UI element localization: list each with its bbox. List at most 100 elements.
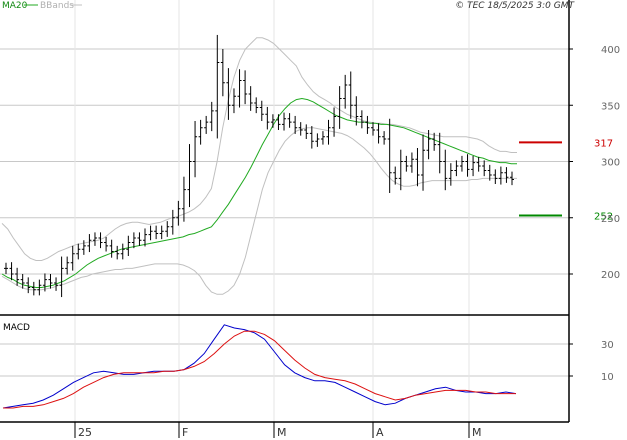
price-bar xyxy=(70,245,75,271)
level-label-252: 252 xyxy=(594,212,613,223)
price-tick-label-400: 400 xyxy=(601,45,620,56)
price-bar xyxy=(493,169,498,184)
price-bar xyxy=(42,273,47,292)
price-bar xyxy=(120,243,125,260)
price-bar xyxy=(376,123,381,144)
price-bar xyxy=(65,256,70,275)
price-bar xyxy=(365,115,370,134)
bband-lower xyxy=(1,127,517,295)
price-bar xyxy=(137,232,142,246)
price-bar xyxy=(471,155,476,177)
price-bar xyxy=(92,232,97,246)
price-bar xyxy=(48,274,53,289)
price-bar xyxy=(382,131,387,145)
price-bar xyxy=(332,107,337,137)
price-bar xyxy=(504,167,509,183)
price-bar xyxy=(398,149,403,191)
price-bar xyxy=(404,155,409,172)
macd-label: MACD xyxy=(3,323,30,333)
price-bar xyxy=(370,122,375,136)
month-label-3: A xyxy=(376,426,384,439)
price-bar xyxy=(409,152,414,173)
copyright-label: © TEC 18/5/2025 3:0 GMT xyxy=(455,1,575,11)
price-bar xyxy=(243,70,248,105)
price-bar xyxy=(104,236,109,252)
price-bar xyxy=(165,221,170,237)
price-bar xyxy=(226,68,231,120)
price-bar xyxy=(193,121,198,178)
price-bar xyxy=(337,86,342,129)
price-bar xyxy=(215,34,220,139)
price-bar xyxy=(87,234,92,253)
macd-tick-label-30: 30 xyxy=(601,340,614,351)
price-bar xyxy=(81,240,86,255)
price-bar xyxy=(159,225,164,240)
price-bar xyxy=(437,132,442,174)
price-bar xyxy=(454,160,459,177)
price-bar xyxy=(498,166,503,185)
signal-line xyxy=(3,330,516,409)
price-bar xyxy=(393,166,398,185)
price-bar xyxy=(187,144,192,208)
price-bar xyxy=(287,113,292,128)
month-label-2: M xyxy=(277,426,287,439)
price-bar xyxy=(315,133,320,147)
price-bar xyxy=(131,232,136,249)
price-bar xyxy=(304,124,309,139)
price-levels: 317 252 xyxy=(519,138,613,223)
price-bar xyxy=(254,97,259,114)
macd-line xyxy=(2,324,517,409)
macd-lines xyxy=(2,324,517,409)
price-bar xyxy=(31,281,36,296)
price-bar xyxy=(76,243,81,260)
price-bar xyxy=(298,122,303,136)
price-bars xyxy=(4,34,514,298)
month-label-1: F xyxy=(182,426,188,439)
ma20-line xyxy=(1,97,517,288)
price-bar xyxy=(510,171,514,186)
macd-grid xyxy=(0,343,569,377)
price-bar xyxy=(59,256,64,298)
price-bar xyxy=(348,71,353,119)
price-bar xyxy=(143,228,148,247)
price-bar xyxy=(265,106,270,130)
price-bar xyxy=(37,279,42,296)
price-bar xyxy=(421,134,426,191)
price-bar xyxy=(459,155,464,172)
price-tick-label-300: 300 xyxy=(601,158,620,169)
price-bar xyxy=(359,110,364,129)
price-bar xyxy=(387,118,392,193)
price-bar xyxy=(465,154,470,177)
price-bar xyxy=(181,176,186,222)
price-bar xyxy=(115,245,120,260)
price-bar xyxy=(270,114,275,128)
price-bar xyxy=(415,148,420,187)
price-bar xyxy=(109,239,114,258)
price-tick-label-350: 350 xyxy=(601,101,620,112)
price-bar xyxy=(343,74,348,109)
bbands-legend: BBands xyxy=(40,1,74,11)
price-bar xyxy=(54,277,59,291)
price-bar xyxy=(231,88,236,114)
price-bar xyxy=(26,277,31,294)
level-label-317: 317 xyxy=(594,138,613,149)
price-bar xyxy=(326,119,331,145)
price-bar xyxy=(487,164,492,181)
price-bar xyxy=(248,86,253,111)
price-bar xyxy=(476,157,481,172)
price-bar xyxy=(309,126,314,149)
price-bar xyxy=(198,119,203,145)
price-bar xyxy=(4,262,8,274)
time-axis-labels: 25 F M A M xyxy=(74,422,482,439)
price-bar xyxy=(9,262,14,281)
price-bar xyxy=(448,163,453,186)
price-bar xyxy=(276,114,281,130)
bband-upper xyxy=(1,37,517,261)
price-bar xyxy=(320,131,325,145)
macd-tick-label-10: 10 xyxy=(601,372,614,383)
price-bar xyxy=(170,209,175,235)
ma20-path xyxy=(1,97,517,288)
